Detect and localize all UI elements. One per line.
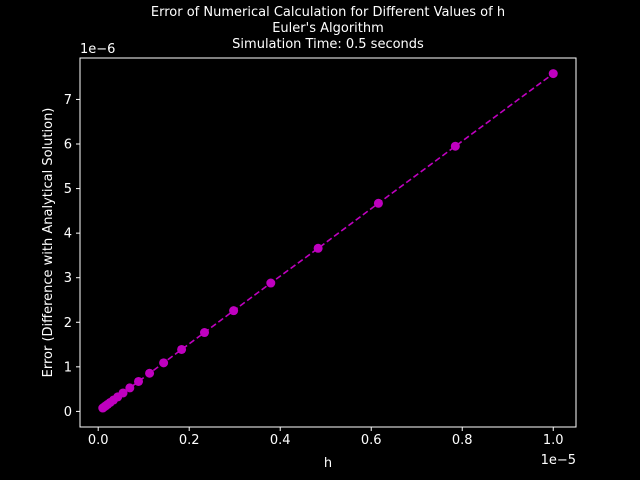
data-point [118,388,128,398]
data-point [548,69,558,79]
y-tick-label: 0 [64,405,72,420]
y-tick-label: 3 [64,271,72,286]
y-offset-label: 1e−6 [80,42,115,57]
x-tick-label: 0.8 [452,433,473,448]
y-tick-label: 7 [64,93,72,108]
y-tick-label: 2 [64,316,72,331]
y-axis-label: Error (Difference with Analytical Soluti… [41,108,56,378]
y-tick-label: 4 [64,227,72,242]
chart-title-line-2: Euler's Algorithm [272,21,384,36]
axes-frame [79,57,577,428]
x-offset-label: 1e−5 [541,453,576,468]
data-point [373,198,383,208]
x-tick-label: 0.4 [270,433,291,448]
x-tick-label: 1.0 [543,433,564,448]
data-point [134,376,144,386]
chart-title-line-3: Simulation Time: 0.5 seconds [232,37,424,52]
y-tick-label: 1 [64,360,72,375]
data-point [450,141,460,151]
data-point [229,306,239,316]
data-point [159,358,169,368]
x-tick-label: 0.0 [88,433,109,448]
data-point [313,243,323,253]
x-axis-label: h [324,456,332,471]
plot-area [98,69,558,413]
axis-ticks: 0.0 0.2 0.4 0.6 0.8 1.0 0 1 2 3 4 5 6 7 [64,93,564,448]
data-point [177,344,187,354]
y-tick-label: 6 [64,138,72,153]
y-tick-label: 5 [64,182,72,197]
x-tick-label: 0.6 [361,433,382,448]
data-point [125,383,135,393]
data-point [145,368,155,378]
data-point [266,278,276,288]
data-point [200,328,210,338]
x-tick-label: 0.2 [179,433,200,448]
chart-title-line-1: Error of Numerical Calculation for Diffe… [151,5,505,20]
